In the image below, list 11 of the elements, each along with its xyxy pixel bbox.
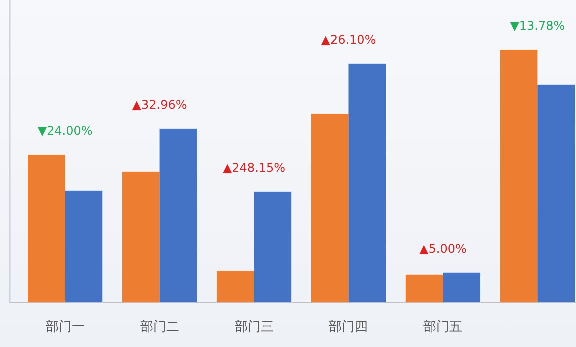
x-tick-label: 部门二 bbox=[140, 319, 180, 335]
annotation: ▲5.00% bbox=[420, 242, 467, 256]
text: ▲26.10% bbox=[321, 32, 376, 47]
x-tick-label: 部门三 bbox=[234, 319, 274, 335]
text: ▼13.78% bbox=[510, 19, 566, 33]
x-tick-label: 部门一 bbox=[46, 319, 85, 335]
x-tick-label: 部门四 bbox=[329, 319, 368, 335]
annotation: ▲32.96% bbox=[132, 98, 188, 112]
annotation: ▼24.00% bbox=[38, 124, 93, 138]
annotation: ▲248.15% bbox=[222, 160, 286, 175]
x-tick-label: 部门五 bbox=[424, 319, 463, 335]
